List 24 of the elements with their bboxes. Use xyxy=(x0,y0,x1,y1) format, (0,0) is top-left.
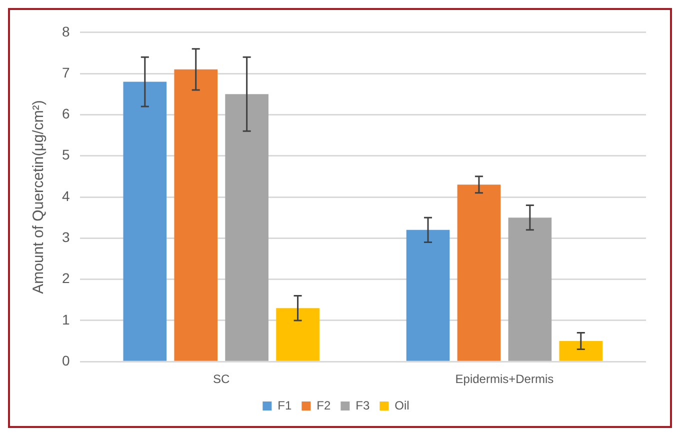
bar xyxy=(559,341,603,361)
y-tick-label: 0 xyxy=(62,352,70,368)
legend-label: Oil xyxy=(394,398,410,412)
legend-label: F2 xyxy=(316,398,331,412)
y-tick-label: 5 xyxy=(62,146,70,163)
bar xyxy=(123,82,167,361)
x-tick-label: Epidermis+Dermis xyxy=(455,372,554,386)
bar xyxy=(406,230,450,361)
y-axis-title: Amount of Quercetin(μg/cm²) xyxy=(30,100,48,294)
y-tick-label: 1 xyxy=(62,311,70,328)
legend-label: F1 xyxy=(278,398,292,412)
bar xyxy=(225,94,268,361)
bar xyxy=(174,69,218,361)
y-tick-label: 4 xyxy=(62,188,70,204)
y-tick-label: 2 xyxy=(62,270,70,286)
y-tick-label: 8 xyxy=(62,23,70,40)
y-tick-label: 6 xyxy=(62,106,70,122)
legend-label: F3 xyxy=(356,398,370,412)
y-tick-label: 3 xyxy=(62,229,70,246)
bar xyxy=(457,184,501,361)
bar xyxy=(276,308,320,361)
x-tick-label: SC xyxy=(213,372,230,386)
y-tick-label: 7 xyxy=(62,64,70,80)
bar xyxy=(508,218,552,361)
